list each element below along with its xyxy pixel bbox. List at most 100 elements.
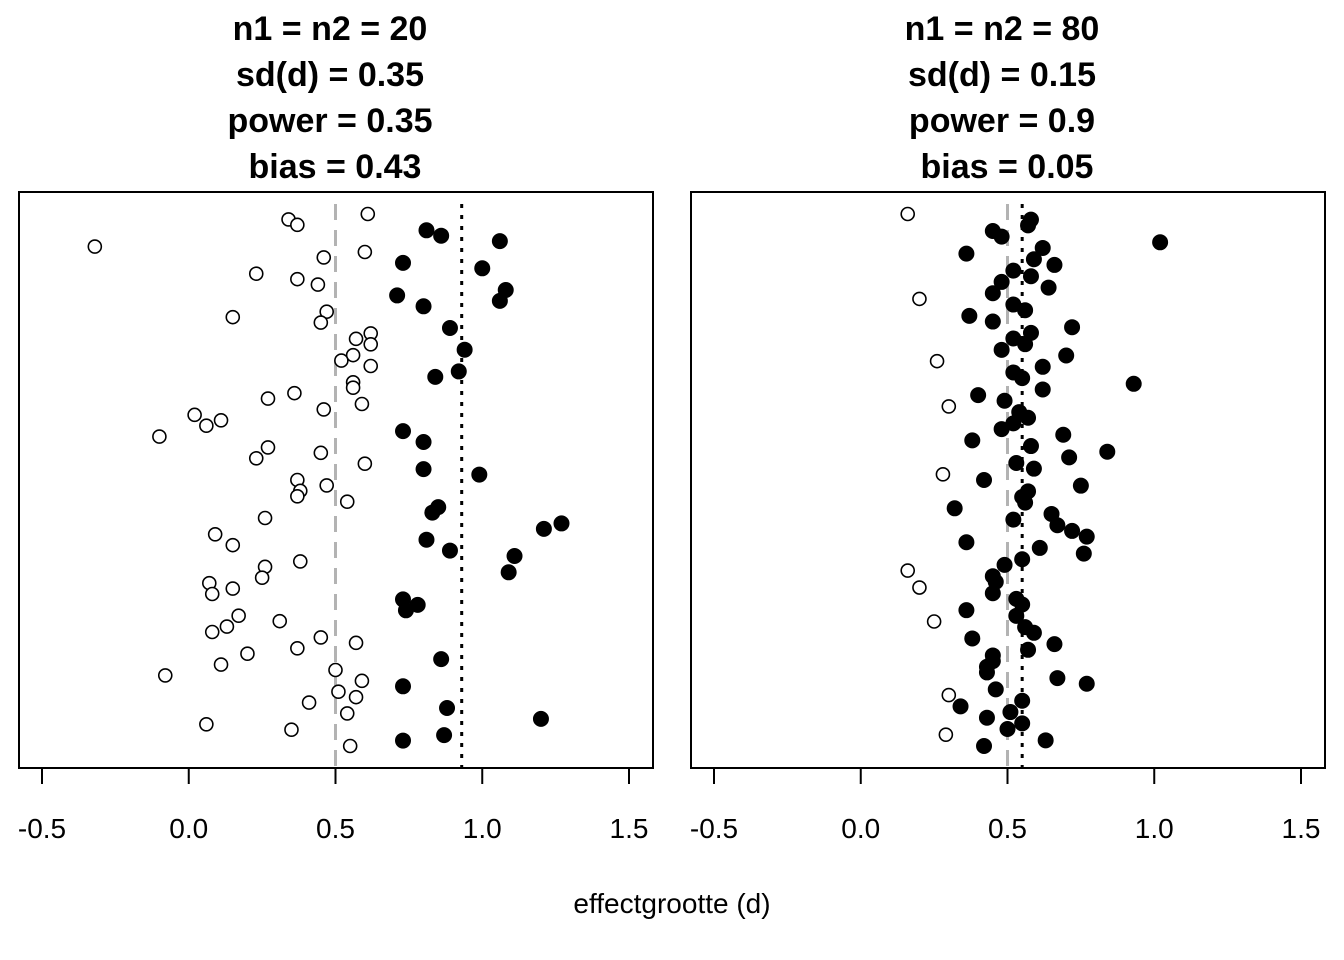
point-nonsignificant: [938, 727, 954, 742]
point-nonsignificant: [310, 277, 326, 292]
point-significant: [1005, 511, 1022, 528]
point-nonsignificant: [225, 537, 241, 553]
point-nonsignificant: [941, 399, 957, 414]
point-nonsignificant: [204, 624, 220, 640]
point-nonsignificant: [935, 467, 951, 482]
point-significant: [1046, 636, 1063, 653]
point-significant: [964, 630, 981, 647]
point-significant: [952, 698, 969, 715]
point-significant: [395, 254, 412, 271]
point-nonsignificant: [357, 244, 373, 260]
point-significant: [456, 341, 473, 358]
point-significant: [474, 260, 491, 277]
point-nonsignificant: [204, 586, 220, 602]
point-nonsignificant: [328, 662, 343, 678]
point-nonsignificant: [339, 494, 355, 510]
point-nonsignificant: [290, 640, 305, 656]
point-significant: [976, 472, 993, 488]
title-line-2: sd(d) = 0.15: [908, 56, 1096, 94]
point-significant: [1049, 517, 1066, 534]
point-significant: [1125, 375, 1142, 392]
point-nonsignificant: [292, 554, 308, 569]
point-nonsignificant: [272, 613, 288, 629]
point-nonsignificant: [345, 380, 361, 396]
point-significant: [1008, 607, 1025, 624]
point-nonsignificant: [290, 488, 305, 504]
point-significant: [993, 341, 1010, 358]
title-line-2: sd(d) = 0.35: [236, 56, 424, 94]
point-nonsignificant: [319, 304, 334, 320]
point-significant: [433, 651, 450, 668]
point-significant: [1020, 409, 1037, 426]
x-tick-label: 1.0: [463, 813, 502, 844]
point-significant: [1020, 641, 1037, 658]
point-significant: [984, 585, 1001, 602]
point-significant: [1064, 522, 1081, 539]
x-tick-label: -0.5: [18, 813, 66, 844]
point-nonsignificant: [348, 635, 364, 651]
point-nonsignificant: [152, 429, 167, 444]
x-tick-label: 0.5: [988, 813, 1027, 844]
point-significant: [1152, 234, 1169, 251]
point-significant: [1046, 256, 1063, 273]
point-significant: [389, 287, 406, 304]
point-significant: [395, 423, 412, 440]
point-significant: [1017, 336, 1034, 353]
point-nonsignificant: [254, 570, 270, 586]
point-nonsignificant: [225, 309, 241, 325]
point-significant: [433, 227, 450, 244]
point-nonsignificant: [360, 206, 376, 222]
point-nonsignificant: [287, 385, 302, 401]
point-nonsignificant: [900, 563, 916, 578]
x-tick-label: 1.5: [1282, 813, 1321, 844]
point-significant: [1049, 670, 1066, 687]
point-nonsignificant: [357, 456, 373, 472]
point-significant: [958, 534, 975, 551]
point-significant: [415, 461, 432, 478]
point-nonsignificant: [339, 706, 355, 721]
point-significant: [1014, 551, 1031, 568]
point-nonsignificant: [248, 266, 264, 282]
panel-right: n1 = n2 = 80 sd(d) = 0.15 power = 0.9 bi…: [690, 10, 1326, 844]
point-significant: [439, 700, 456, 716]
point-significant: [1014, 715, 1031, 732]
point-nonsignificant: [363, 336, 379, 352]
x-axis-label: effectgrootte (d): [573, 888, 770, 919]
point-significant: [1075, 545, 1092, 562]
point-significant: [491, 233, 508, 250]
point-significant: [1008, 455, 1025, 472]
point-significant: [1034, 239, 1051, 256]
point-significant: [1061, 449, 1078, 466]
point-nonsignificant: [316, 402, 332, 417]
point-significant: [958, 602, 975, 619]
point-nonsignificant: [225, 581, 241, 596]
point-significant: [436, 727, 453, 744]
point-nonsignificant: [331, 684, 346, 700]
point-significant: [395, 678, 412, 695]
x-tick-label: 1.5: [610, 813, 649, 844]
point-significant: [1022, 438, 1039, 455]
point-significant: [987, 681, 1004, 698]
x-tick-label: 1.0: [1135, 813, 1174, 844]
point-significant: [1017, 302, 1034, 319]
point-significant: [999, 721, 1016, 738]
point-significant: [415, 434, 432, 450]
point-significant: [1058, 347, 1075, 364]
point-nonsignificant: [313, 445, 329, 461]
point-nonsignificant: [354, 673, 370, 689]
point-significant: [491, 292, 508, 309]
point-nonsignificant: [240, 646, 255, 662]
point-nonsignificant: [334, 353, 349, 368]
point-significant: [946, 500, 963, 517]
x-tick-label: 0.0: [169, 813, 208, 844]
point-significant: [427, 368, 444, 385]
point-nonsignificant: [157, 668, 173, 683]
point-significant: [984, 313, 1001, 330]
point-significant: [1002, 704, 1019, 721]
point-nonsignificant: [260, 391, 276, 406]
point-nonsignificant: [363, 358, 379, 374]
point-significant: [1031, 539, 1048, 556]
point-nonsignificant: [284, 722, 299, 738]
point-nonsignificant: [219, 619, 235, 634]
point-significant: [441, 542, 458, 559]
